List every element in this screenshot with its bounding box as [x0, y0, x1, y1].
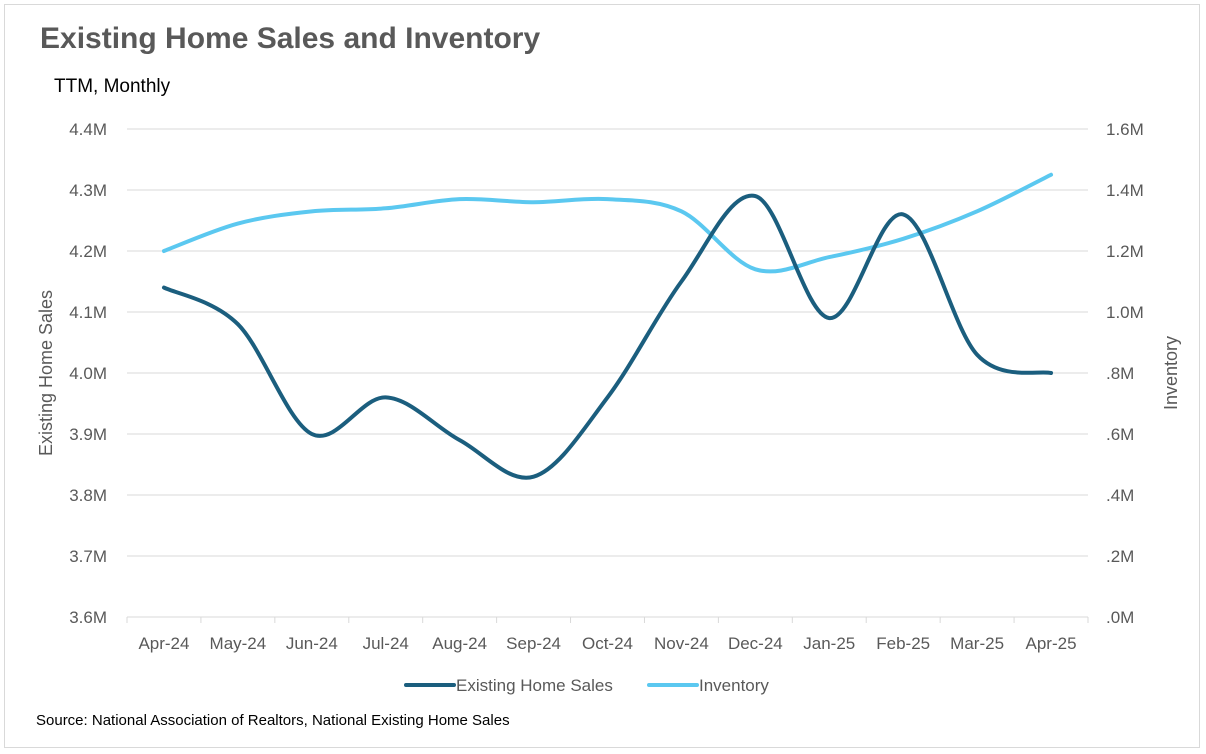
chart-subtitle: TTM, Monthly	[54, 76, 171, 97]
left-tick-label: 4.0M	[69, 364, 107, 383]
x-tick-label: Mar-25	[950, 634, 1004, 653]
x-tick-label: Aug-24	[432, 634, 487, 653]
right-tick-label: 1.0M	[1106, 303, 1144, 322]
right-tick-label: .4M	[1106, 486, 1134, 505]
series-line-existing-home-sales	[161, 193, 1054, 480]
right-tick-label: .2M	[1106, 547, 1134, 566]
x-tick-label: Nov-24	[654, 634, 709, 653]
gridlines	[126, 128, 1089, 623]
source-note: Source: National Association of Realtors…	[36, 712, 510, 729]
series-lines	[161, 172, 1054, 480]
left-tick-label: 4.3M	[69, 181, 107, 200]
left-tick-label: 4.4M	[69, 120, 107, 139]
left-tick-label: 3.6M	[69, 608, 107, 627]
right-axis-title: Inventory	[1161, 336, 1181, 410]
x-tick-label: Dec-24	[728, 634, 783, 653]
left-tick-label: 3.8M	[69, 486, 107, 505]
x-tick-label: Apr-25	[1026, 634, 1077, 653]
x-tick-label: Jul-24	[363, 634, 409, 653]
left-axis-ticks: 3.6M 3.7M 3.8M 3.9M 4.0M 4.1M 4.2M 4.3M 4.4M	[69, 120, 107, 627]
x-tick-label: Jan-25	[803, 634, 855, 653]
x-tick-label: Apr-24	[138, 634, 189, 653]
right-tick-label: .0M	[1106, 608, 1134, 627]
right-tick-label: .6M	[1106, 425, 1134, 444]
chart-title: Existing Home Sales and Inventory	[40, 22, 541, 55]
right-tick-label: 1.6M	[1106, 120, 1144, 139]
series-line-inventory	[161, 172, 1054, 274]
right-axis-ticks: .0M .2M .4M .6M .8M 1.0M 1.2M 1.4M 1.6M	[1106, 120, 1144, 627]
legend-label: Inventory	[699, 676, 769, 695]
x-tick-label: Feb-25	[876, 634, 930, 653]
legend: Existing Home Sales Inventory	[404, 676, 769, 695]
x-tick-label: May-24	[210, 634, 267, 653]
right-tick-label: 1.4M	[1106, 181, 1144, 200]
x-tick-label: Sep-24	[506, 634, 561, 653]
x-axis-ticks: Apr-24 May-24 Jun-24 Jul-24 Aug-24 Sep-24 Oct-…	[138, 634, 1076, 653]
left-tick-label: 3.7M	[69, 547, 107, 566]
x-tick-label: Oct-24	[582, 634, 633, 653]
legend-label: Existing Home Sales	[456, 676, 613, 695]
chart-frame	[4, 4, 1200, 748]
x-tick-label: Jun-24	[286, 634, 338, 653]
left-tick-label: 4.1M	[69, 303, 107, 322]
right-tick-label: 1.2M	[1106, 242, 1144, 261]
left-axis-title: Existing Home Sales	[36, 290, 56, 456]
right-tick-label: .8M	[1106, 364, 1134, 383]
left-tick-label: 4.2M	[69, 242, 107, 261]
left-tick-label: 3.9M	[69, 425, 107, 444]
